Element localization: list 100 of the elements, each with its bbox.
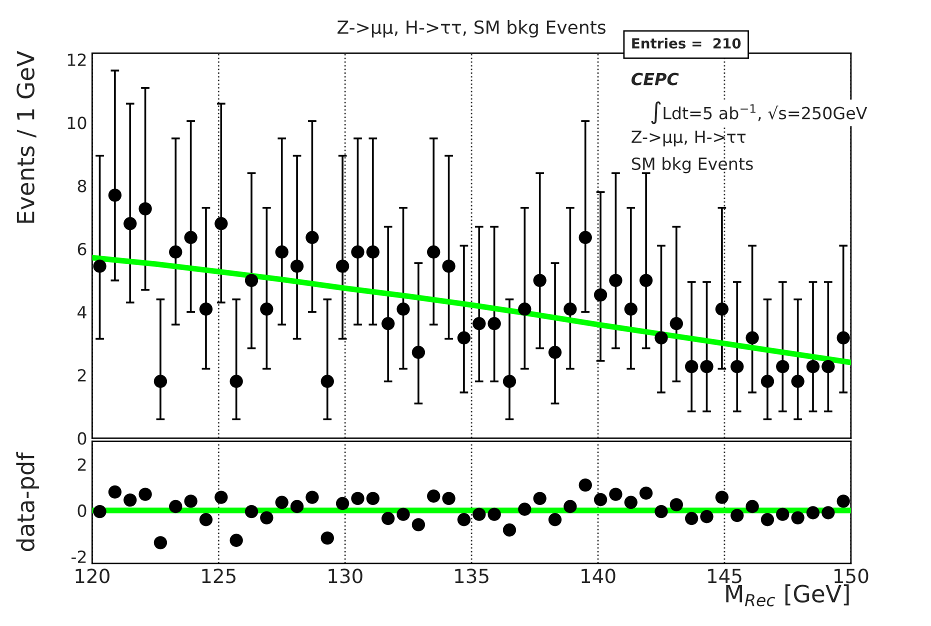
y-tick-label: 2: [78, 458, 86, 471]
point: [715, 302, 729, 316]
annotation: SM bkg Events: [632, 157, 753, 174]
point: [366, 492, 380, 506]
x-tick-label: 125: [202, 568, 236, 584]
annotation: Z->μμ, H->ττ: [632, 130, 746, 146]
point: [382, 512, 395, 526]
point: [776, 508, 790, 521]
point: [488, 317, 501, 330]
point: [578, 478, 592, 492]
point: [624, 496, 638, 509]
point: [746, 331, 759, 344]
point: [806, 506, 820, 520]
point: [502, 374, 516, 388]
point: [320, 374, 334, 388]
point: [760, 513, 774, 526]
point: [230, 374, 243, 388]
y-tick-label: 4: [78, 306, 86, 318]
x-tick-label: 120: [76, 568, 110, 584]
x-tick-label: 135: [455, 568, 488, 584]
point: [366, 245, 380, 259]
y-axis-title: data-pdf: [16, 452, 40, 552]
point: [351, 492, 364, 506]
point: [412, 346, 426, 359]
point: [791, 511, 804, 524]
y-tick-label: 0: [78, 432, 86, 445]
y-tick-label: 8: [78, 180, 86, 192]
point: [169, 245, 182, 259]
point: [244, 274, 258, 288]
point: [260, 302, 274, 316]
point: [472, 508, 486, 521]
y-axis-title: Events / 1 GeV: [16, 50, 36, 223]
point: [93, 260, 106, 273]
x-tick-label: 150: [834, 568, 868, 584]
point: [518, 502, 532, 516]
point: [275, 245, 288, 259]
point: [822, 360, 835, 374]
point: [320, 531, 334, 545]
point: [184, 494, 198, 508]
point: [609, 488, 622, 501]
point: [685, 512, 698, 526]
point: [639, 486, 653, 500]
point: [548, 346, 562, 359]
point: [199, 513, 213, 526]
point: [564, 500, 577, 514]
point: [730, 508, 744, 522]
point: [457, 331, 471, 344]
point: [154, 536, 168, 550]
point: [533, 274, 546, 288]
point: [518, 302, 532, 316]
point: [199, 302, 213, 316]
point: [93, 504, 106, 518]
x-tick-label: 130: [328, 568, 362, 584]
point: [306, 230, 319, 244]
point: [457, 513, 471, 526]
point: [700, 360, 714, 374]
point: [412, 518, 426, 532]
point: [564, 302, 577, 316]
point: [533, 492, 546, 506]
y-tick-label: 0: [78, 504, 86, 517]
x-tick-label: 140: [582, 568, 616, 584]
point: [822, 506, 835, 520]
y-tick-label: -2: [72, 550, 86, 563]
point: [654, 331, 668, 344]
point: [336, 496, 350, 510]
point: [138, 202, 152, 216]
point: [230, 534, 243, 547]
point: [442, 492, 456, 506]
point: [502, 523, 516, 537]
point: [670, 498, 684, 512]
point: [214, 490, 228, 504]
point: [670, 317, 684, 330]
point: [715, 490, 729, 504]
x-axis-title: M$_{Rec}$ [GeV]: [726, 584, 849, 606]
point: [290, 500, 304, 514]
point: [746, 500, 759, 514]
y-tick-label: 12: [68, 53, 86, 66]
chart-title: Z->μμ, H->ττ, SM bkg Events: [338, 20, 606, 38]
point: [427, 245, 440, 259]
text: Entries = 210: [632, 38, 741, 49]
point: [806, 360, 820, 374]
point: [214, 217, 228, 230]
point: [488, 508, 501, 521]
point: [290, 260, 304, 273]
point: [427, 490, 440, 503]
point: [306, 490, 319, 504]
point: [260, 511, 274, 524]
point: [184, 230, 198, 244]
point: [578, 230, 592, 244]
annotation: CEPC: [631, 72, 679, 86]
point: [472, 317, 486, 330]
point: [548, 513, 562, 526]
point: [624, 302, 638, 316]
point: [791, 374, 804, 388]
point: [442, 260, 456, 273]
point: [609, 274, 622, 288]
point: [351, 245, 364, 259]
point: [700, 510, 714, 524]
point: [654, 504, 668, 518]
point: [594, 493, 608, 506]
